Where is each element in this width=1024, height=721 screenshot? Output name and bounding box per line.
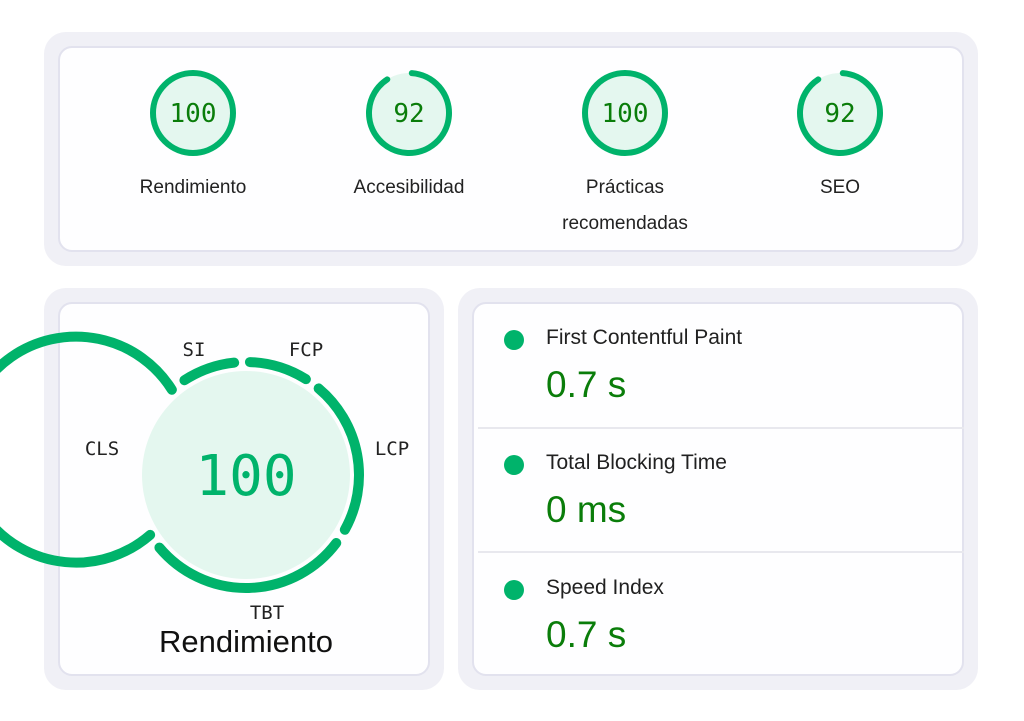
score-value: 100 <box>602 99 649 129</box>
segment-tbt <box>154 538 342 593</box>
metric-value: 0.7 s <box>546 364 627 405</box>
pass-dot-icon <box>504 330 524 350</box>
category-label: Rendimiento <box>139 177 247 198</box>
category-label: Accesibilidad <box>353 177 465 198</box>
segment-label: FCP <box>289 339 323 361</box>
category-label: SEO <box>819 177 861 198</box>
category-label: Prácticas recomendadas <box>562 177 688 234</box>
category-gauge[interactable]: 100 Rendimiento <box>85 68 301 206</box>
performance-score: 100 <box>195 444 296 509</box>
segment-label: CLS <box>85 438 119 460</box>
segment-lcp <box>313 383 364 535</box>
metric-name: Total Blocking Time <box>546 451 727 474</box>
metric-row: First Contentful Paint 0.7 s <box>474 302 962 426</box>
segment-label: TBT <box>250 602 284 624</box>
score-ring: 92 <box>366 70 452 156</box>
segment-cls <box>0 331 177 568</box>
performance-card <box>58 302 430 676</box>
performance-title: Rendimiento <box>158 624 334 659</box>
metric-row: Speed Index 0.7 s <box>474 552 962 676</box>
pass-dot-icon <box>504 455 524 475</box>
divider <box>478 427 964 429</box>
score-value: 92 <box>824 99 855 129</box>
score-value: 92 <box>393 99 424 129</box>
segment-fcp <box>244 357 311 385</box>
gauge-fill <box>142 371 350 579</box>
segment-label: SI <box>183 339 206 361</box>
metric-name: Speed Index <box>546 576 664 599</box>
segment-label: LCP <box>375 438 409 460</box>
score-ring: 100 <box>582 70 668 156</box>
score-ring: 100 <box>150 70 236 156</box>
metrics-card <box>472 302 964 676</box>
score-value: 100 <box>170 99 217 129</box>
category-gauge[interactable]: 92 Accesibilidad <box>301 68 517 206</box>
category-gauge[interactable]: 100 Prácticas recomendadas <box>517 68 733 242</box>
score-ring: 92 <box>797 70 883 156</box>
metric-name: First Contentful Paint <box>546 326 743 349</box>
category-gauge[interactable]: 92 SEO <box>732 68 948 206</box>
metric-value: 0.7 s <box>546 614 627 655</box>
metric-value: 0 ms <box>546 489 627 530</box>
pass-dot-icon <box>504 580 524 600</box>
segment-si <box>179 357 240 386</box>
metric-row: Total Blocking Time 0 ms <box>474 427 962 551</box>
divider <box>478 551 964 553</box>
